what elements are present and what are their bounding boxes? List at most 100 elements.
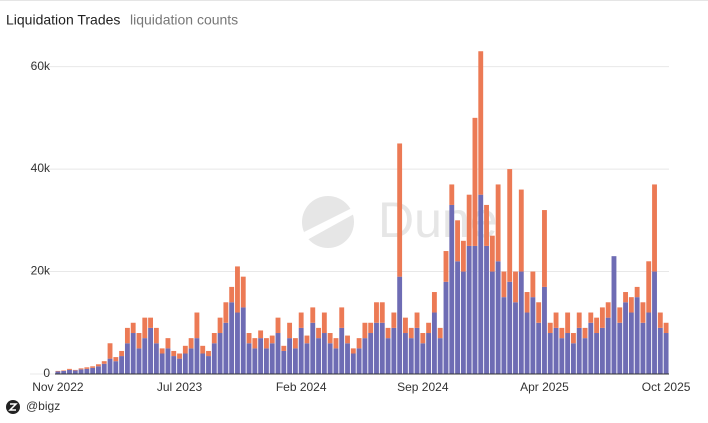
bar (443, 281, 449, 374)
bar (594, 333, 600, 374)
watermark-logo (302, 196, 354, 248)
bar (298, 312, 304, 328)
bar (391, 327, 397, 374)
bar (403, 333, 408, 374)
x-tick-label: Apr 2025 (520, 380, 569, 394)
bar (240, 307, 246, 374)
bar (252, 338, 258, 349)
bar (536, 302, 542, 323)
x-tick-label: Nov 2022 (32, 380, 84, 394)
bar (153, 343, 159, 374)
bar (345, 343, 350, 374)
bar (136, 348, 142, 374)
bar (559, 338, 565, 374)
bar (478, 51, 484, 195)
bar (130, 322, 136, 334)
bar (657, 327, 663, 374)
footer: @bigz (26, 399, 60, 413)
bar (182, 345, 188, 354)
bar (582, 327, 588, 339)
bar (211, 343, 217, 374)
bar (61, 370, 67, 374)
bar (119, 350, 125, 357)
bar (177, 353, 182, 359)
bar (287, 322, 293, 339)
footer-icon-mark (8, 403, 18, 411)
bar (547, 322, 553, 334)
bar (107, 358, 113, 374)
bar (67, 369, 72, 374)
bar (484, 204, 489, 246)
bar (206, 350, 211, 357)
bar (374, 322, 379, 374)
bar (570, 333, 576, 344)
bar (223, 302, 229, 323)
bar (501, 297, 507, 374)
bar (663, 322, 669, 334)
bar (640, 302, 646, 323)
bar (350, 348, 356, 354)
bar (298, 327, 304, 374)
bar (420, 333, 426, 344)
chart-subtitle: liquidation counts (130, 12, 238, 28)
bar (588, 322, 594, 374)
bar (420, 343, 426, 374)
bar (565, 312, 571, 334)
bar (275, 317, 281, 334)
x-tick-label: Feb 2024 (276, 380, 327, 394)
bar (269, 335, 275, 344)
bar (165, 338, 171, 349)
bar (449, 184, 455, 205)
bar (397, 143, 403, 277)
bar (275, 333, 281, 374)
bar (96, 366, 101, 374)
bar (217, 317, 223, 334)
y-tick-label: 0 (43, 366, 50, 380)
bar (570, 343, 576, 374)
bar (339, 307, 345, 328)
bar (495, 184, 501, 262)
bar (443, 251, 449, 282)
bar (518, 271, 524, 374)
bar (652, 271, 657, 374)
bar (229, 286, 235, 303)
bar (495, 261, 501, 374)
bar (333, 338, 339, 349)
bar (588, 312, 594, 323)
bar (78, 368, 84, 370)
bar (576, 327, 582, 374)
bar (408, 338, 414, 374)
bar (333, 348, 339, 374)
bar (594, 317, 600, 334)
bar (327, 343, 333, 374)
bar (316, 338, 321, 374)
bar (646, 312, 652, 374)
bar (553, 312, 559, 328)
bar (634, 286, 640, 298)
bar (605, 317, 611, 374)
bar (142, 317, 148, 339)
y-tick-label: 60k (31, 59, 51, 73)
bar (321, 312, 327, 334)
bar (524, 292, 530, 313)
bar (84, 367, 90, 369)
bar (263, 348, 269, 374)
bar (101, 361, 107, 364)
bar (200, 345, 206, 354)
bar (408, 327, 414, 339)
bar (281, 350, 287, 374)
bar (449, 204, 455, 374)
bar (663, 333, 669, 374)
bar (414, 312, 420, 328)
bar (623, 292, 628, 303)
bar (124, 327, 130, 344)
bar (113, 357, 119, 362)
bar (455, 261, 461, 374)
bar (617, 307, 623, 323)
bar (229, 302, 235, 374)
bar (489, 235, 495, 272)
chart-title: Liquidation Trades (6, 12, 120, 28)
bar (460, 240, 466, 272)
plot-area: 0 20k 40k 60k Nov 2022 Jul 2023 Feb 2024 Sep 20… (30, 51, 691, 394)
